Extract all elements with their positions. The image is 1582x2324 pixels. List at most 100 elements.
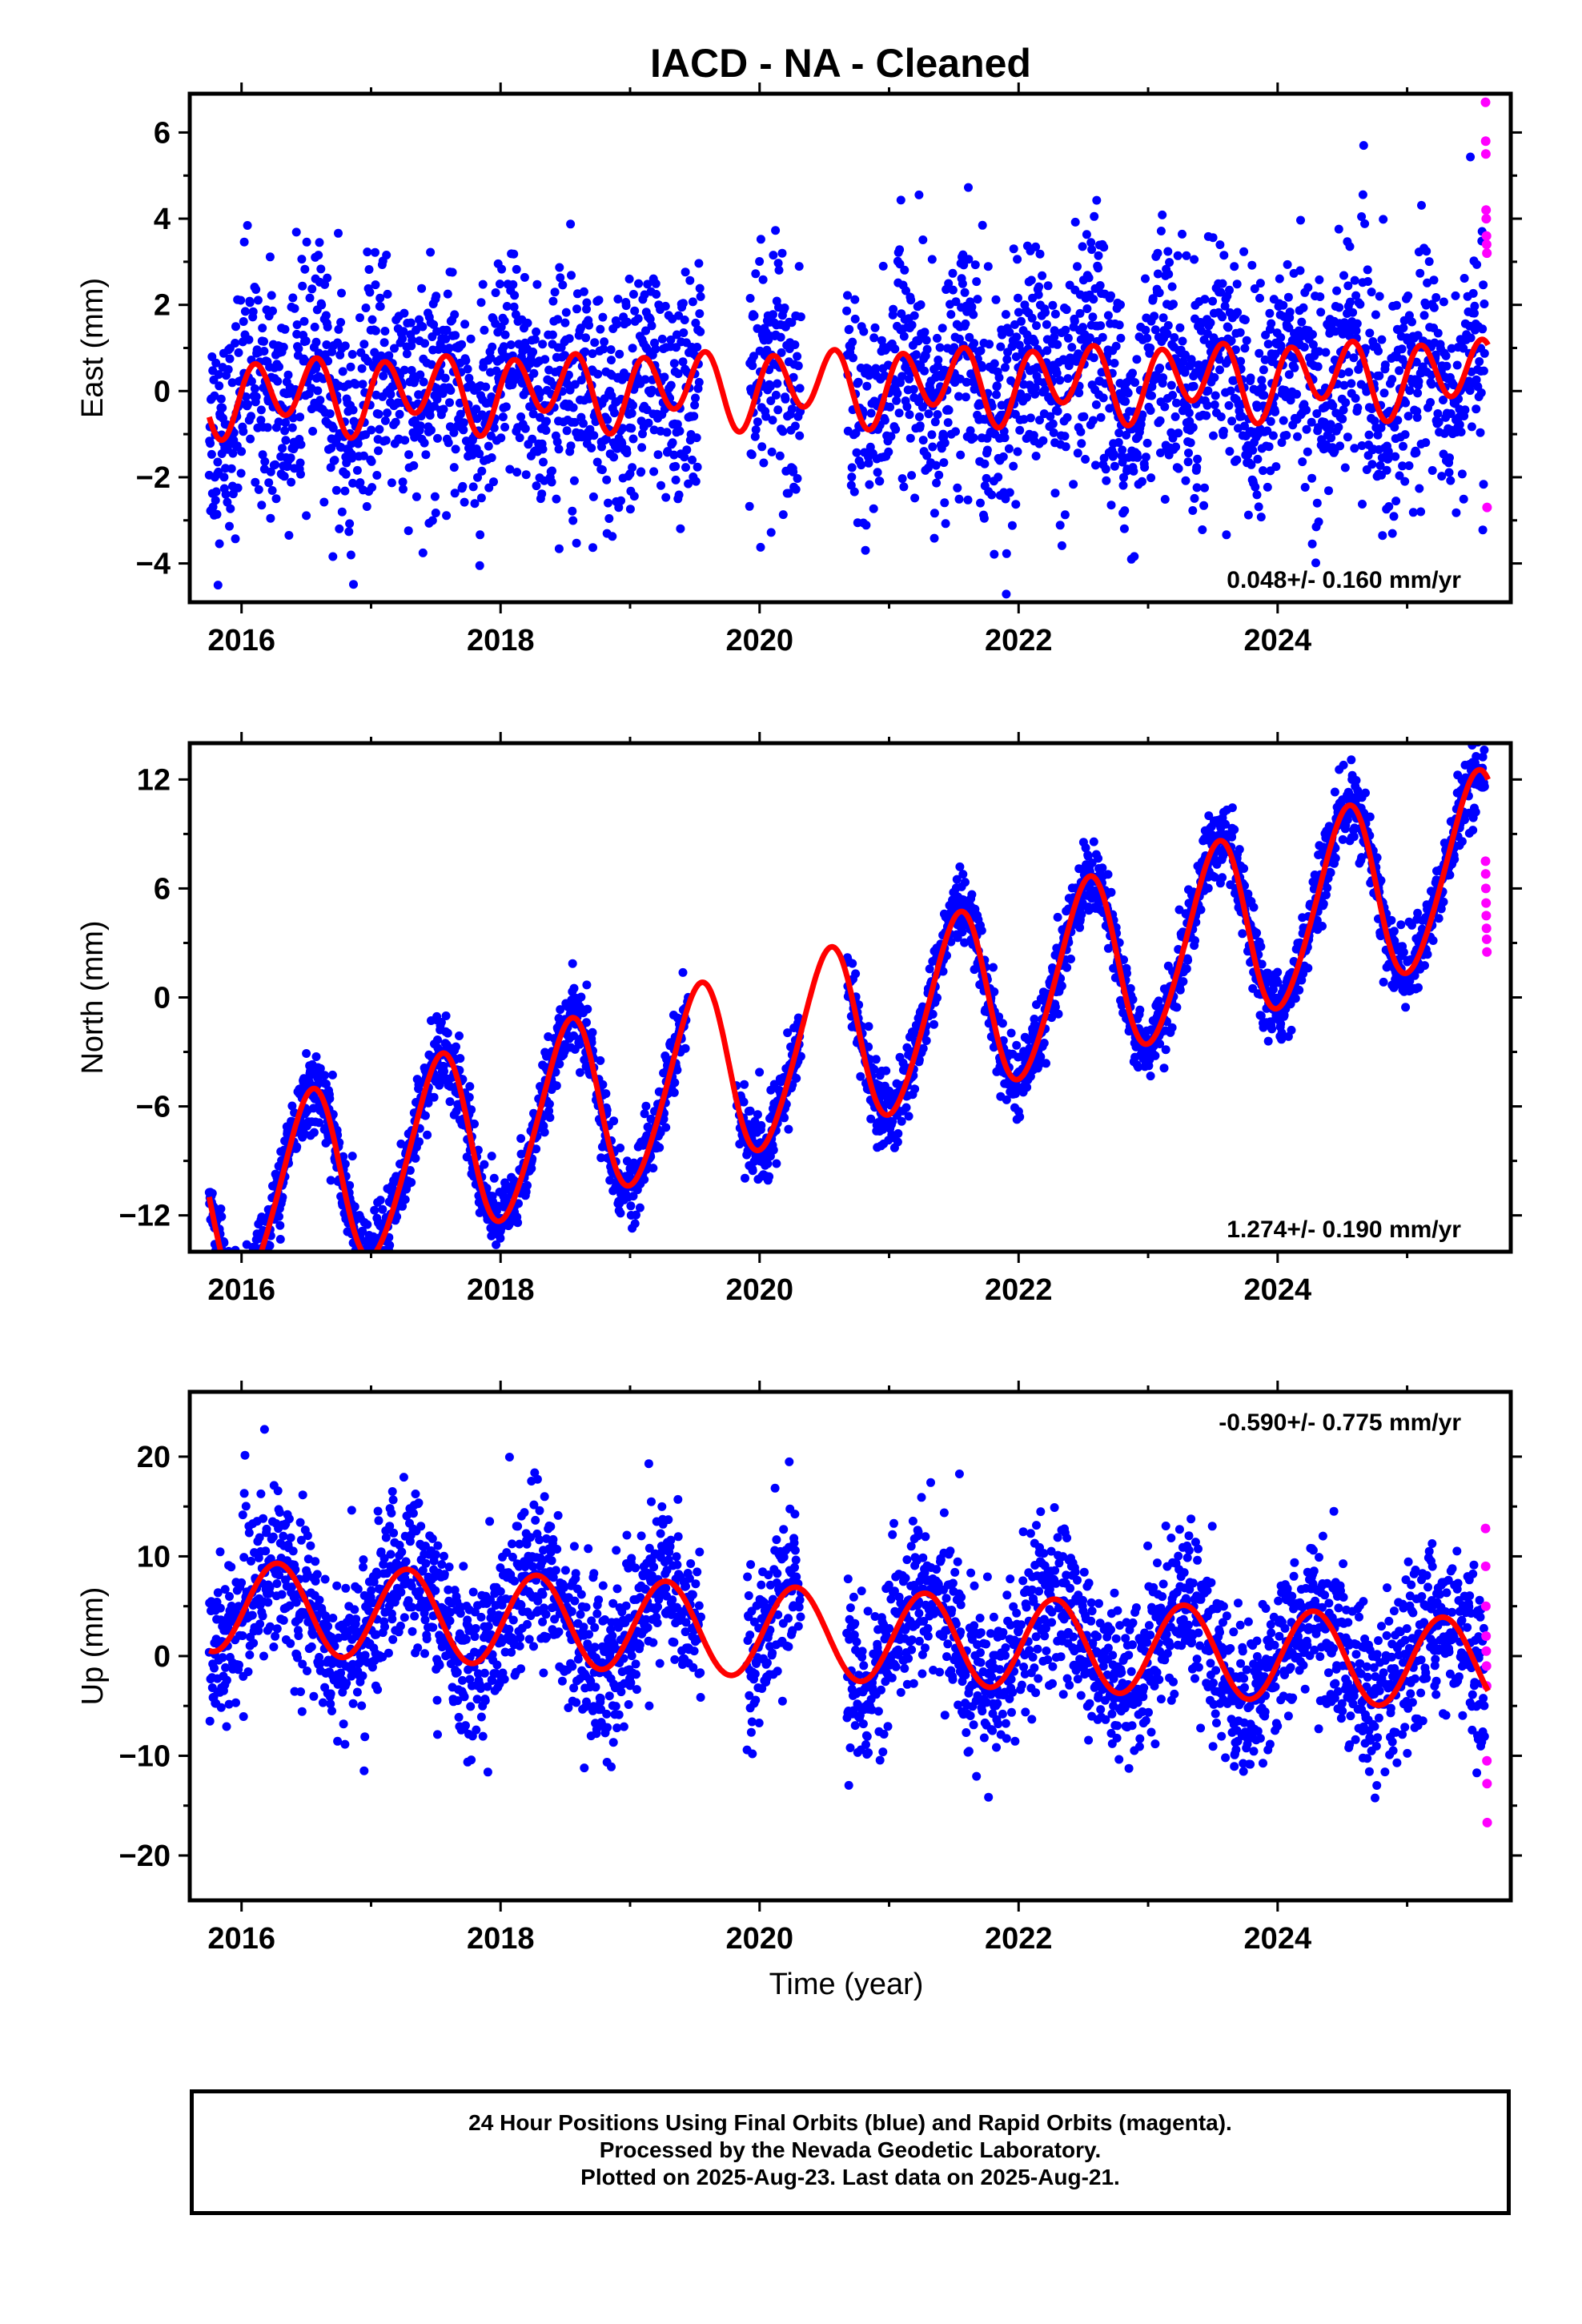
data-point — [1400, 430, 1410, 440]
data-point — [1334, 422, 1343, 432]
data-point — [1451, 291, 1460, 300]
data-point — [1013, 255, 1022, 264]
data-point — [1283, 259, 1292, 269]
plot-area — [204, 97, 1492, 599]
data-point — [255, 1253, 264, 1262]
data-point — [320, 279, 330, 289]
data-point — [1130, 552, 1139, 561]
data-point — [1293, 432, 1302, 441]
data-point — [220, 1262, 229, 1271]
data-point — [350, 1202, 359, 1212]
data-point — [379, 338, 389, 348]
data-point — [489, 477, 498, 487]
data-point — [612, 320, 622, 329]
data-point — [1279, 300, 1288, 310]
data-point — [441, 1011, 451, 1020]
data-point — [1000, 433, 1010, 443]
data-point — [371, 280, 380, 290]
data-point — [793, 474, 802, 483]
data-point — [1006, 1028, 1016, 1038]
data-point — [412, 492, 421, 501]
data-point — [219, 1260, 228, 1269]
data-point — [426, 247, 436, 257]
data-point — [625, 505, 635, 514]
data-point — [1224, 400, 1234, 410]
data-point — [1363, 277, 1373, 286]
rapid-point — [1480, 97, 1491, 107]
data-point — [398, 1201, 408, 1211]
data-point — [311, 337, 321, 347]
data-point — [1174, 464, 1183, 473]
data-point — [431, 509, 440, 517]
data-point — [1061, 325, 1070, 335]
data-point — [1101, 464, 1110, 474]
data-point — [627, 424, 636, 433]
data-point — [223, 1254, 231, 1263]
data-point — [378, 1204, 387, 1214]
data-point — [1225, 447, 1235, 456]
data-point — [473, 472, 482, 482]
data-point — [326, 463, 335, 472]
data-point — [930, 509, 939, 518]
data-point — [399, 485, 408, 494]
data-point — [970, 339, 979, 348]
data-point — [1035, 249, 1045, 259]
data-point — [1343, 432, 1352, 442]
data-point — [307, 284, 317, 294]
data-point — [681, 463, 690, 472]
data-point — [866, 1114, 876, 1124]
data-point — [1150, 325, 1160, 335]
model-curve — [206, 336, 1491, 444]
data-point — [914, 190, 924, 199]
data-point — [1098, 332, 1107, 342]
data-point — [302, 1049, 311, 1058]
data-point — [614, 503, 624, 513]
data-point — [464, 1092, 474, 1102]
data-point — [885, 402, 895, 412]
data-point — [1232, 455, 1242, 464]
data-point — [314, 251, 323, 260]
data-point — [1351, 291, 1361, 300]
data-point — [946, 937, 956, 947]
data-point — [1452, 508, 1461, 517]
data-point — [673, 420, 682, 429]
data-point — [547, 477, 556, 487]
data-point — [341, 469, 351, 479]
data-point — [693, 343, 702, 352]
data-point — [495, 279, 504, 289]
data-point — [1184, 448, 1193, 458]
data-point — [1257, 376, 1267, 385]
rapid-point — [1481, 231, 1492, 241]
data-point — [361, 1270, 370, 1279]
data-point — [468, 450, 477, 460]
data-point — [334, 324, 343, 334]
data-point — [1156, 227, 1166, 235]
data-point — [1344, 368, 1354, 377]
data-point — [1088, 416, 1098, 425]
data-point — [443, 289, 452, 299]
data-point — [512, 468, 522, 477]
data-point — [1475, 357, 1484, 366]
data-point — [594, 296, 604, 305]
data-point — [895, 245, 905, 255]
data-point — [239, 317, 248, 326]
data-point — [940, 438, 950, 448]
data-point — [516, 1134, 526, 1144]
data-point — [346, 550, 355, 560]
data-point — [602, 475, 612, 485]
data-point — [769, 251, 778, 260]
data-point — [636, 467, 646, 476]
data-point — [1216, 287, 1226, 297]
x-tick-label: 2016 — [207, 624, 275, 657]
data-point — [576, 992, 586, 1002]
data-point — [1403, 412, 1413, 421]
data-point — [899, 332, 909, 341]
data-point — [916, 300, 926, 309]
data-point — [230, 1254, 239, 1263]
data-point — [1015, 1112, 1025, 1122]
data-point — [427, 360, 436, 369]
data-point — [1160, 402, 1170, 412]
data-point — [871, 1055, 881, 1064]
data-point — [1142, 438, 1152, 448]
data-point — [848, 337, 857, 347]
